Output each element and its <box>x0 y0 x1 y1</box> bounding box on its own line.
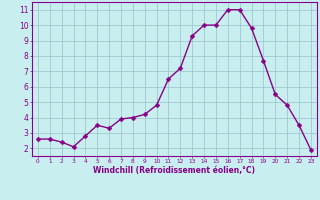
X-axis label: Windchill (Refroidissement éolien,°C): Windchill (Refroidissement éolien,°C) <box>93 166 255 175</box>
